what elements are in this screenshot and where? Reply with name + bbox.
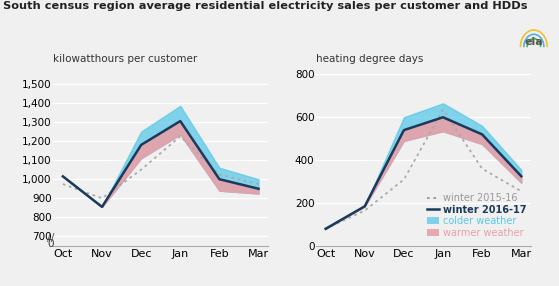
Text: kilowatthours per customer: kilowatthours per customer: [53, 54, 197, 64]
Text: 0: 0: [48, 239, 54, 249]
Legend: winter 2015-16, winter 2016-17, colder weather, warmer weather: winter 2015-16, winter 2016-17, colder w…: [427, 193, 526, 238]
Text: heating degree days: heating degree days: [316, 54, 423, 64]
Text: South census region average residential electricity sales per customer and HDDs: South census region average residential …: [3, 1, 527, 11]
Text: //: //: [47, 233, 54, 243]
Text: eia: eia: [524, 37, 543, 47]
